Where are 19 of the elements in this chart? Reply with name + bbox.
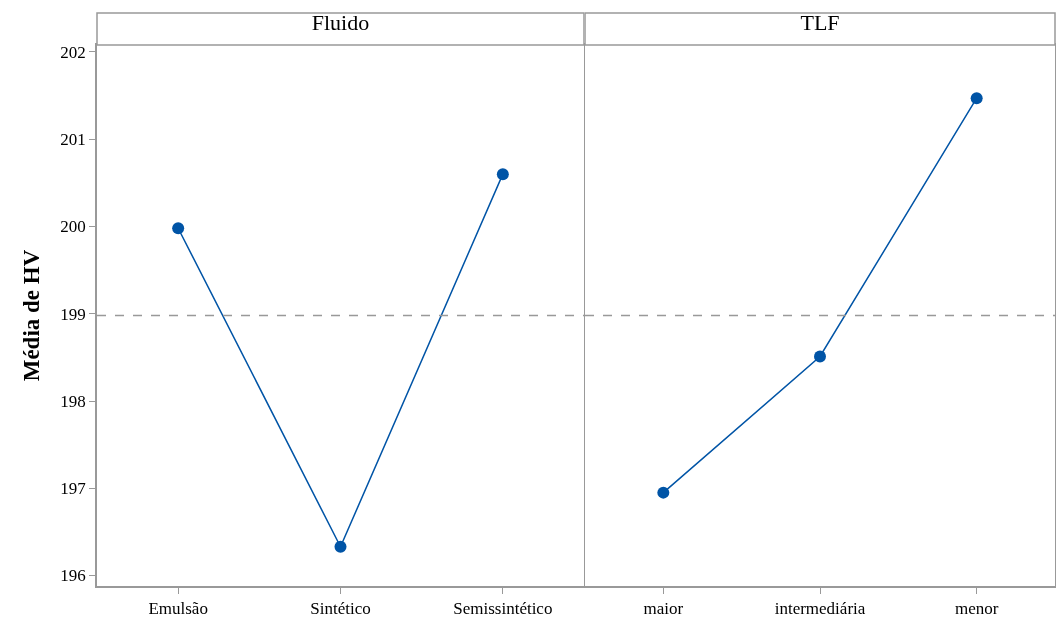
y-axis-title: Média de HV	[19, 249, 45, 382]
y-tick-label: 201	[60, 130, 86, 150]
y-tick-label: 198	[60, 391, 86, 411]
chart-title: Fluido	[311, 10, 370, 36]
x-tick-label: Emulsão	[148, 599, 208, 619]
x-tick-label: intermediária	[774, 599, 866, 619]
x-tick-label: maior	[643, 599, 684, 619]
y-tick-label: 202	[60, 42, 86, 62]
x-tick-label: Sintético	[310, 599, 371, 619]
y-tick-label: 200	[60, 217, 86, 237]
y-tick-label: 197	[60, 479, 87, 499]
point	[334, 540, 347, 553]
chart-title: TLF	[800, 10, 840, 36]
y-tick-label: 199	[60, 304, 86, 324]
x-tick-label: menor	[954, 599, 999, 619]
point	[172, 222, 185, 235]
x-tick-label: Semissintético	[453, 599, 553, 619]
point	[496, 168, 509, 181]
y-tick-label: 196	[60, 566, 86, 586]
